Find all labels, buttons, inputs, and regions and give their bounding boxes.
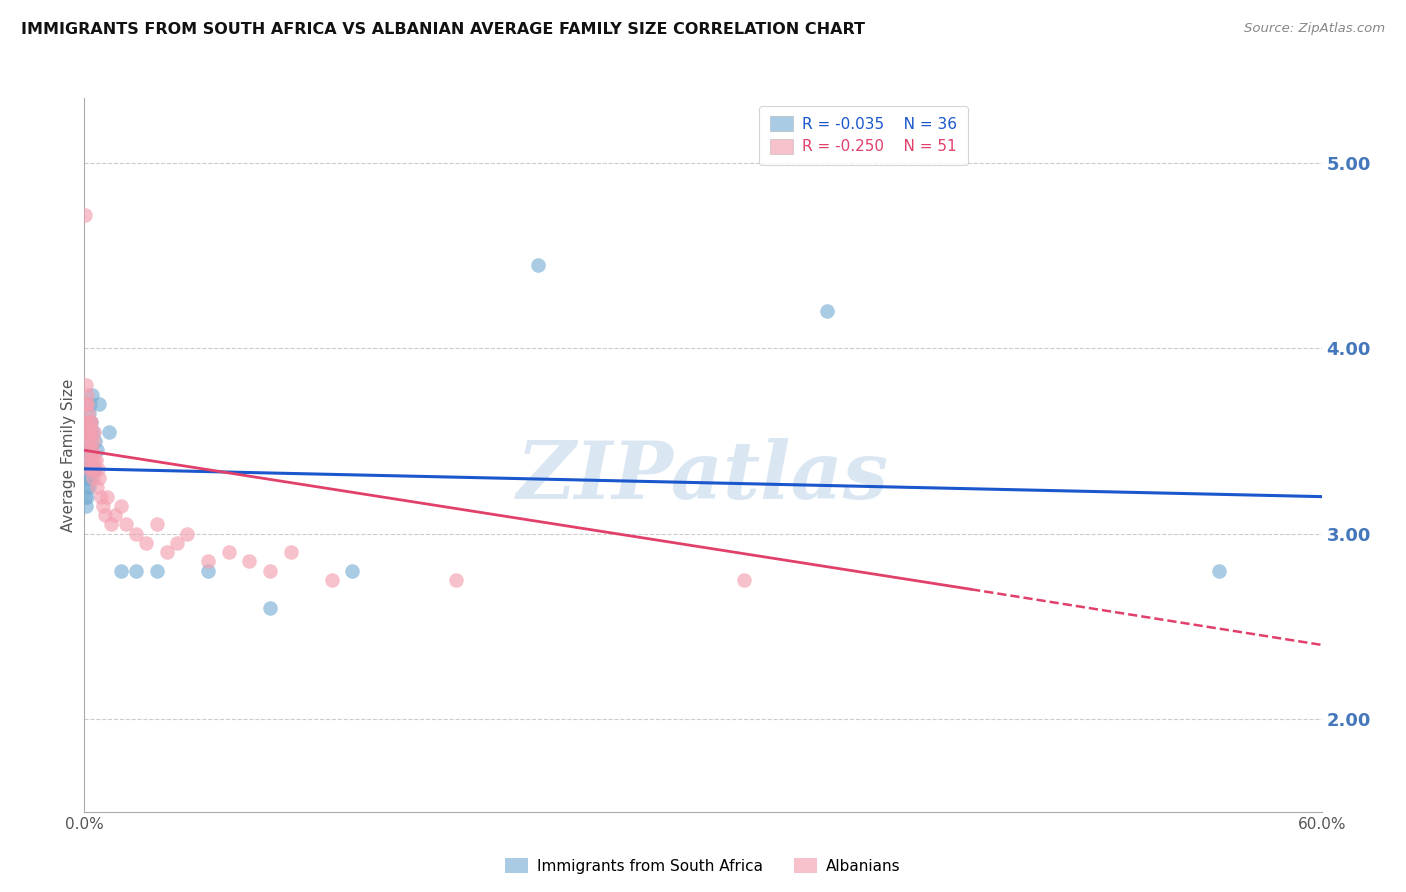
Point bbox=[83, 452, 105, 467]
Point bbox=[83, 462, 105, 476]
Point bbox=[259, 600, 281, 615]
Point bbox=[218, 545, 240, 559]
Legend: R = -0.035    N = 36, R = -0.250    N = 51: R = -0.035 N = 36, R = -0.250 N = 51 bbox=[759, 106, 967, 165]
Point bbox=[77, 480, 100, 494]
Point bbox=[79, 452, 101, 467]
Point bbox=[125, 564, 148, 578]
Point bbox=[98, 425, 121, 439]
Point bbox=[76, 416, 98, 430]
Point bbox=[80, 387, 103, 401]
Point bbox=[77, 425, 100, 439]
Point bbox=[79, 471, 101, 485]
Point bbox=[444, 573, 467, 587]
Point bbox=[100, 517, 122, 532]
Point bbox=[1208, 564, 1230, 578]
Point bbox=[125, 526, 148, 541]
Point bbox=[135, 536, 157, 550]
Point bbox=[79, 425, 101, 439]
Point bbox=[156, 545, 179, 559]
Point bbox=[82, 471, 104, 485]
Point bbox=[79, 397, 101, 411]
Point bbox=[76, 397, 98, 411]
Point bbox=[76, 480, 98, 494]
Point bbox=[75, 462, 97, 476]
Point bbox=[80, 416, 103, 430]
Point bbox=[91, 499, 114, 513]
Point bbox=[75, 397, 97, 411]
Point bbox=[238, 554, 260, 568]
Point bbox=[77, 406, 100, 420]
Point bbox=[82, 434, 104, 448]
Point bbox=[197, 564, 219, 578]
Point bbox=[84, 452, 107, 467]
Text: Source: ZipAtlas.com: Source: ZipAtlas.com bbox=[1244, 22, 1385, 36]
Point bbox=[76, 452, 98, 467]
Point bbox=[77, 471, 100, 485]
Point bbox=[77, 416, 100, 430]
Point bbox=[110, 499, 132, 513]
Point bbox=[76, 387, 98, 401]
Point bbox=[77, 462, 100, 476]
Point bbox=[75, 471, 97, 485]
Point bbox=[104, 508, 127, 523]
Point bbox=[77, 462, 100, 476]
Point bbox=[82, 443, 104, 458]
Point bbox=[110, 564, 132, 578]
Point bbox=[83, 462, 105, 476]
Point bbox=[76, 425, 98, 439]
Text: ZIPatlas: ZIPatlas bbox=[517, 438, 889, 515]
Point bbox=[527, 258, 550, 272]
Point bbox=[86, 443, 108, 458]
Point bbox=[79, 425, 101, 439]
Point bbox=[82, 425, 104, 439]
Point bbox=[197, 554, 219, 568]
Point bbox=[280, 545, 302, 559]
Point bbox=[83, 434, 105, 448]
Point bbox=[80, 462, 103, 476]
Point bbox=[733, 573, 755, 587]
Point bbox=[87, 471, 110, 485]
Point bbox=[79, 443, 101, 458]
Point bbox=[94, 508, 117, 523]
Point bbox=[321, 573, 343, 587]
Point bbox=[79, 443, 101, 458]
Text: IMMIGRANTS FROM SOUTH AFRICA VS ALBANIAN AVERAGE FAMILY SIZE CORRELATION CHART: IMMIGRANTS FROM SOUTH AFRICA VS ALBANIAN… bbox=[21, 22, 865, 37]
Point bbox=[76, 490, 98, 504]
Point bbox=[79, 434, 101, 448]
Point bbox=[76, 425, 98, 439]
Legend: Immigrants from South Africa, Albanians: Immigrants from South Africa, Albanians bbox=[499, 852, 907, 880]
Point bbox=[87, 462, 110, 476]
Point bbox=[259, 564, 281, 578]
Point bbox=[75, 443, 97, 458]
Point bbox=[145, 517, 167, 532]
Point bbox=[80, 416, 103, 430]
Point bbox=[77, 452, 100, 467]
Point bbox=[166, 536, 188, 550]
Point bbox=[86, 480, 108, 494]
Point bbox=[77, 406, 100, 420]
Point bbox=[96, 490, 118, 504]
Point bbox=[79, 416, 101, 430]
Point bbox=[90, 490, 112, 504]
Point bbox=[75, 378, 97, 392]
Point bbox=[87, 397, 110, 411]
Point bbox=[83, 425, 105, 439]
Point bbox=[75, 208, 97, 222]
Point bbox=[114, 517, 136, 532]
Point bbox=[75, 490, 97, 504]
Point bbox=[815, 304, 838, 318]
Point bbox=[77, 434, 100, 448]
Point bbox=[77, 434, 100, 448]
Point bbox=[176, 526, 198, 541]
Point bbox=[75, 499, 97, 513]
Y-axis label: Average Family Size: Average Family Size bbox=[60, 378, 76, 532]
Point bbox=[145, 564, 167, 578]
Point bbox=[342, 564, 364, 578]
